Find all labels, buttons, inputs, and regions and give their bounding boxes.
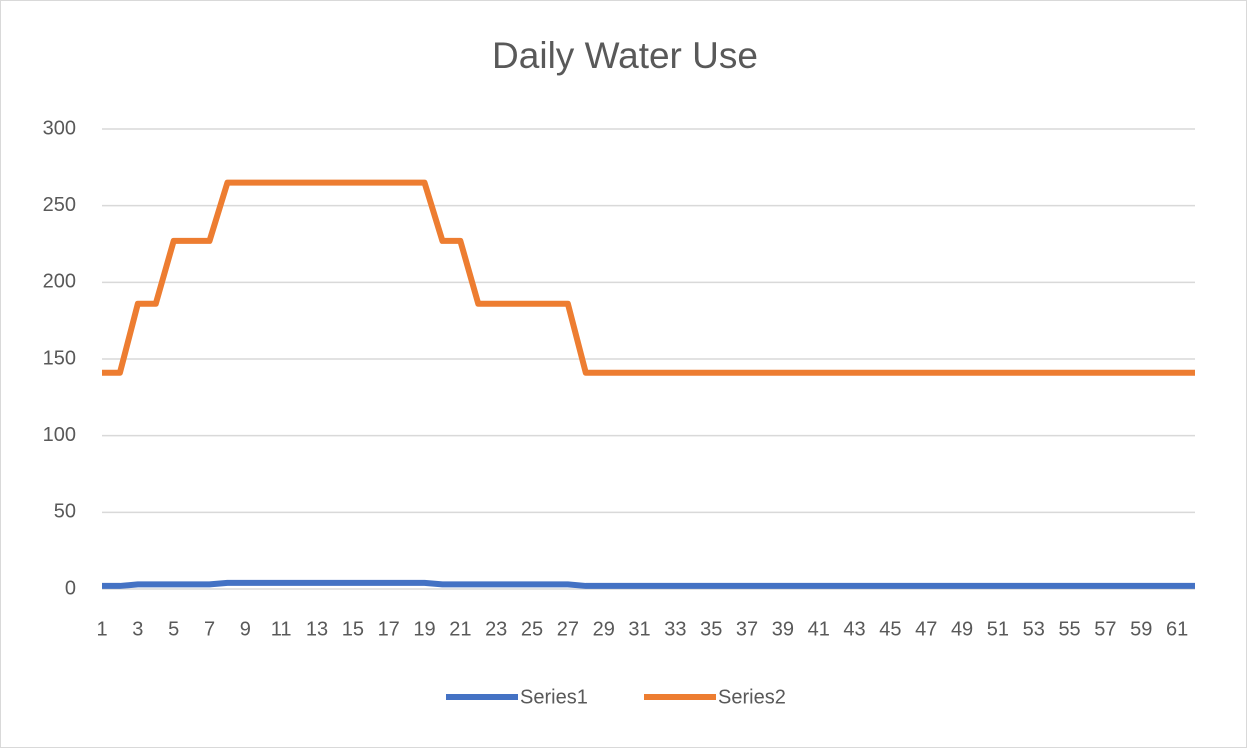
x-tick-label: 53 [1023, 618, 1045, 640]
x-tick-label: 55 [1058, 618, 1080, 640]
legend-label: Series2 [718, 686, 786, 708]
x-tick-label: 61 [1166, 618, 1188, 640]
y-tick-label: 150 [43, 347, 76, 369]
x-tick-label: 3 [132, 618, 143, 640]
y-tick-label: 50 [54, 501, 76, 523]
x-tick-label: 17 [378, 618, 400, 640]
x-tick-label: 51 [987, 618, 1009, 640]
x-tick-label: 47 [915, 618, 937, 640]
x-tick-label: 11 [271, 618, 292, 640]
y-tick-label: 100 [43, 424, 76, 446]
x-tick-label: 25 [521, 618, 543, 640]
x-tick-label: 19 [413, 618, 435, 640]
y-tick-label: 200 [43, 271, 76, 293]
x-tick-label: 27 [557, 618, 579, 640]
x-tick-label: 23 [485, 618, 507, 640]
legend-label: Series1 [520, 686, 588, 708]
x-tick-label: 57 [1094, 618, 1116, 640]
x-tick-label: 35 [700, 618, 722, 640]
chart-title: Daily Water Use [492, 35, 758, 76]
x-tick-label: 7 [204, 618, 215, 640]
y-tick-label: 250 [43, 194, 76, 216]
x-tick-label: 5 [168, 618, 179, 640]
x-tick-label: 31 [628, 618, 650, 640]
x-tick-label: 29 [593, 618, 615, 640]
series-line [102, 179, 1195, 376]
x-tick-label: 9 [240, 618, 251, 640]
series-line [102, 579, 1195, 589]
x-tick-label: 45 [879, 618, 901, 640]
x-tick-label: 37 [736, 618, 758, 640]
x-tick-label: 21 [449, 618, 471, 640]
x-tick-label: 15 [342, 618, 364, 640]
x-tick-label: 13 [306, 618, 328, 640]
y-tick-label: 300 [43, 117, 76, 139]
x-tick-label: 1 [96, 618, 107, 640]
x-tick-label: 33 [664, 618, 686, 640]
x-tick-label: 43 [843, 618, 865, 640]
x-tick-label: 39 [772, 618, 794, 640]
x-tick-label: 59 [1130, 618, 1152, 640]
y-tick-label: 0 [65, 577, 76, 599]
x-tick-label: 41 [808, 618, 830, 640]
x-tick-label: 49 [951, 618, 973, 640]
